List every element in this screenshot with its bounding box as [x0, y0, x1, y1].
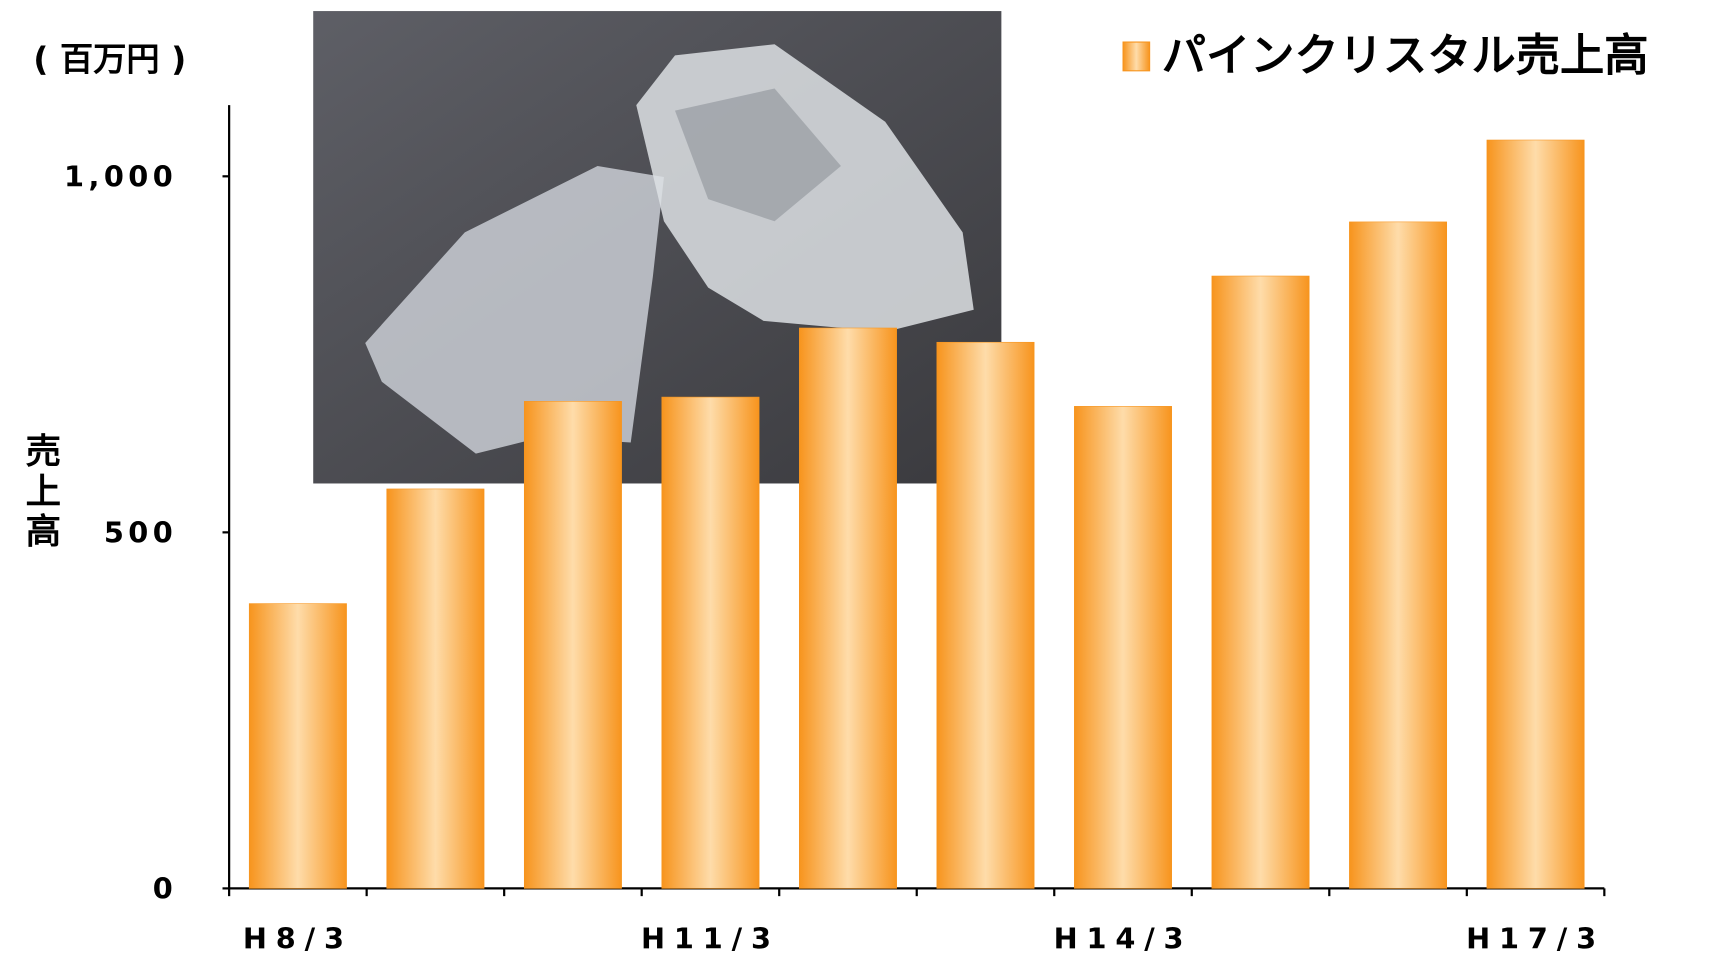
unit-label: ( 百万円 )	[33, 39, 186, 78]
legend-swatch	[1122, 41, 1151, 72]
bar	[1486, 139, 1585, 889]
x-tick-label: H14/3	[1054, 921, 1193, 955]
bar	[936, 341, 1035, 889]
y-tick-label: 1,000	[64, 160, 177, 194]
bar	[799, 327, 897, 889]
legend-label: パインクリスタル売上高	[1162, 31, 1649, 82]
bar	[1349, 221, 1448, 889]
bar	[523, 401, 622, 889]
x-tick-label: H8/3	[243, 921, 353, 955]
x-tick-label: H11/3	[641, 921, 780, 955]
y-axis-label-text: 売上高	[20, 433, 61, 552]
bar	[1211, 275, 1310, 889]
x-tick-label: H17/3	[1466, 921, 1605, 955]
photo	[313, 11, 1002, 484]
y-tick-label: 0	[153, 872, 177, 906]
bar	[1074, 406, 1172, 889]
bar	[661, 396, 760, 889]
bar	[386, 488, 485, 889]
y-tick-label: 500	[104, 516, 177, 550]
bar	[248, 603, 347, 889]
y-axis-label: 売上高	[20, 433, 61, 552]
